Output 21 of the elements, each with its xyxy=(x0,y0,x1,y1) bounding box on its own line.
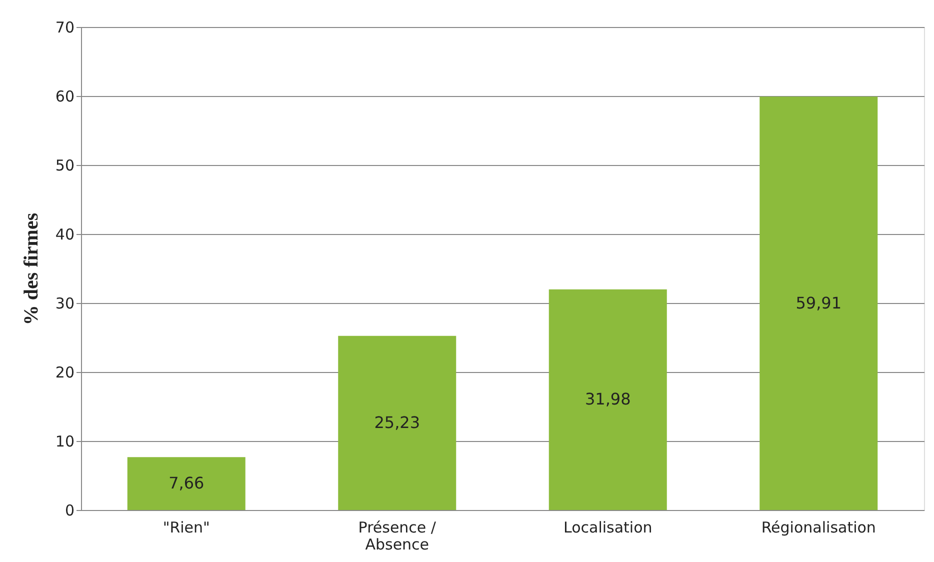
data-label: 7,66 xyxy=(168,474,204,493)
bar xyxy=(338,336,456,510)
y-tick-label: 20 xyxy=(55,364,74,382)
y-tick-label: 30 xyxy=(55,294,74,312)
x-tick-label: Régionalisation xyxy=(761,518,876,536)
y-tick-label: 40 xyxy=(55,226,74,244)
y-tick-label: 50 xyxy=(55,156,74,174)
y-axis-title: % des firmes xyxy=(20,212,42,326)
data-label: 31,98 xyxy=(584,390,631,409)
x-tick-label: "Rien" xyxy=(162,518,210,536)
x-tick-label: Localisation xyxy=(563,518,652,536)
y-tick-label: 10 xyxy=(55,432,74,450)
bar xyxy=(127,457,246,510)
data-label: 25,23 xyxy=(374,412,420,432)
x-tick-label: Présence / Absence xyxy=(358,518,437,554)
y-tick-label: 0 xyxy=(64,502,74,520)
bar xyxy=(760,96,878,510)
y-tick-label: 70 xyxy=(55,18,74,36)
y-tick-label: 60 xyxy=(55,88,74,106)
data-label: 59,91 xyxy=(796,293,842,312)
bar xyxy=(548,289,667,510)
